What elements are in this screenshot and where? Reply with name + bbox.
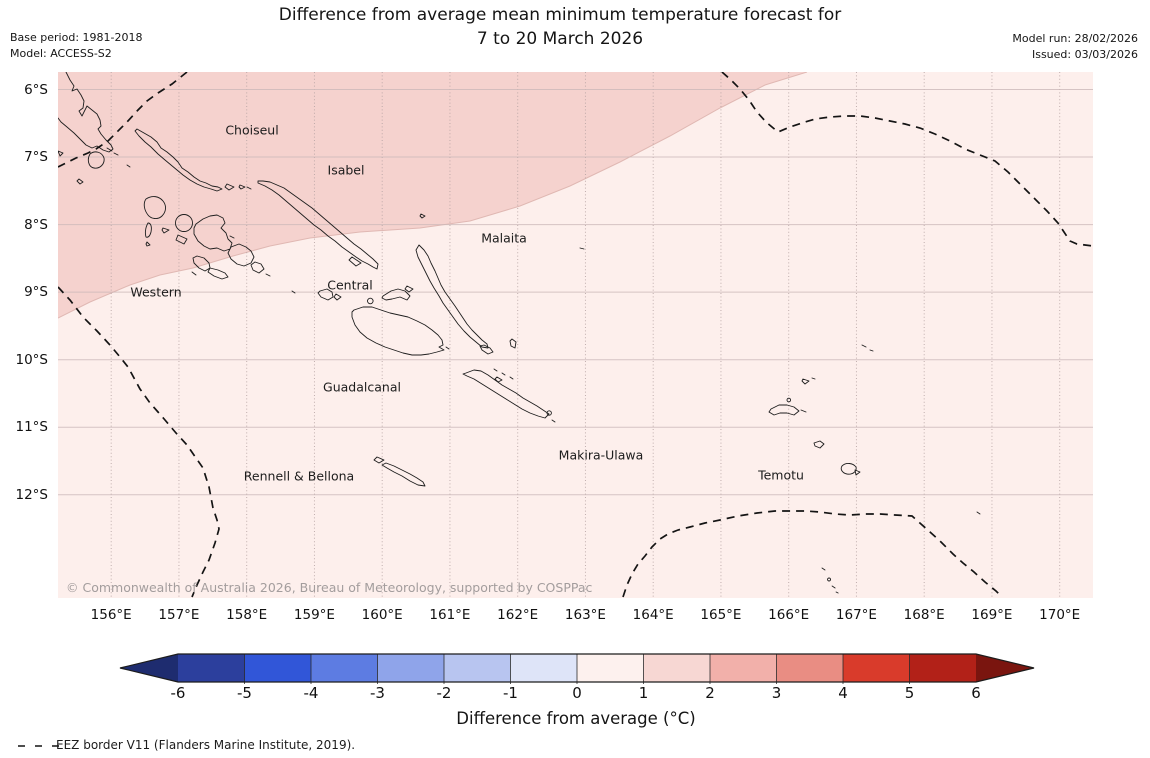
anomaly-band-light: [58, 72, 1093, 598]
y-axis-label: 10°S: [15, 351, 49, 368]
colorbar-segment: [643, 654, 711, 682]
x-axis-label: 162°E: [497, 607, 539, 623]
page-title: Difference from average mean minimum tem…: [160, 3, 960, 51]
y-axis-label: 9°S: [24, 284, 48, 301]
colorbar-segment: [776, 654, 844, 682]
colorbar-tick-label: 1: [638, 684, 649, 702]
coastline-guadalcanal: [351, 306, 450, 356]
x-axis-label: 165°E: [700, 607, 742, 623]
eez-note-text: EEZ border V11 (Flanders Marine Institut…: [56, 738, 356, 752]
colorbar-tick-label: -3: [370, 684, 385, 702]
colorbar-arrow-left: [120, 654, 178, 682]
coastline-makira: [462, 368, 556, 423]
model-info: Base period: 1981-2018 Model: ACCESS-S2: [10, 30, 142, 61]
anomaly-band-dark: [58, 72, 807, 318]
province-label: Isabel: [327, 162, 365, 178]
eez-border-line: [58, 72, 1093, 598]
title-line1: Difference from average mean minimum tem…: [278, 5, 842, 25]
eez-border-southwest: [58, 286, 220, 598]
x-axis-label: 160°E: [361, 607, 403, 623]
coastline-bougainville: [58, 72, 114, 153]
colorbar-tick-label: -1: [503, 684, 518, 702]
x-axis-label: 169°E: [971, 607, 1013, 623]
colorbar-tick-label: -5: [237, 684, 252, 702]
colorbar-segment: [377, 654, 445, 682]
model-run-label: Model run: 28/02/2026: [1012, 32, 1138, 45]
colorbar-arrow-right: [976, 654, 1034, 682]
colorbar-tick-label: 0: [572, 684, 582, 702]
colorbar-segment: [843, 654, 910, 682]
province-label: Western: [130, 284, 182, 300]
y-axis-label: 8°S: [24, 216, 48, 233]
issued-label: Issued: 03/03/2026: [1031, 47, 1138, 61]
colorbar-tick-label: -4: [303, 684, 319, 702]
coastline-florida-islands: [367, 285, 414, 305]
eez-border-west: [58, 72, 188, 168]
colorbar-segment: [510, 654, 578, 682]
x-axis-label: 156°E: [90, 607, 132, 623]
colorbar-tick-label: 5: [904, 684, 915, 702]
province-label: Central: [327, 277, 373, 293]
y-axis-label: 11°S: [15, 419, 49, 436]
coastline-isabel: [257, 180, 379, 270]
province-label: Rennell & Bellona: [243, 468, 355, 484]
colorbar-tick-label: 3: [771, 684, 782, 702]
colorbar-segment: [577, 654, 644, 682]
y-axis-label: 6°S: [24, 81, 48, 98]
colorbar-segment: [178, 654, 245, 682]
colorbar-outline: [119, 653, 1035, 683]
colorbar-segment: [244, 654, 312, 682]
model-label: Model: ACCESS-S2: [10, 46, 112, 60]
base-period-label: Base period: 1981-2018: [10, 31, 143, 44]
coastline-rennell-bellona: [373, 456, 426, 487]
title-line2: 7 to 20 March 2026: [476, 29, 644, 49]
colorbar-tick-label: 2: [705, 684, 715, 702]
province-label: Makira-Ulawa: [558, 447, 644, 463]
y-axis-label: 7°S: [24, 149, 48, 166]
x-axis-label: 158°E: [226, 607, 268, 623]
province-label: Malaita: [481, 230, 527, 246]
coastline-western-group: [143, 196, 296, 294]
run-info: Model run: 28/02/2026 Issued: 03/03/2026: [1012, 31, 1138, 62]
coastline-shortland-islands: [58, 147, 131, 185]
x-axis-label: 163°E: [564, 607, 606, 623]
colorbar-segment: [909, 654, 977, 682]
x-axis-label: 168°E: [903, 607, 945, 623]
eez-border-southeast: [622, 510, 1003, 598]
colorbar-tick-label: -2: [436, 684, 452, 702]
x-axis-label: 164°E: [632, 607, 674, 623]
colorbar: [119, 653, 1035, 684]
colorbar-segment: [444, 654, 511, 682]
colorbar-tick-label: 6: [971, 684, 981, 702]
x-axis-label: 161°E: [429, 607, 471, 623]
coastlines: [58, 72, 981, 594]
province-label: Choiseul: [225, 122, 279, 138]
copyright-text: © Commonwealth of Australia 2026, Bureau…: [66, 580, 593, 595]
colorbar-tick-label: 4: [838, 684, 848, 702]
x-axis-label: 159°E: [293, 607, 335, 623]
colorbar-segment: [710, 654, 777, 682]
coastline-choiseul: [134, 128, 252, 192]
province-label: Temotu: [758, 467, 804, 483]
y-axis-label: 12°S: [15, 486, 49, 503]
province-label: Guadalcanal: [323, 379, 401, 395]
x-axis-label: 170°E: [1039, 607, 1081, 623]
x-axis-label: 166°E: [768, 607, 810, 623]
colorbar-label: Difference from average (°C): [456, 709, 696, 728]
anomaly-contour: [58, 72, 808, 319]
x-axis-label: 167°E: [835, 607, 877, 623]
colorbar-segment: [311, 654, 378, 682]
x-axis-label: 157°E: [158, 607, 200, 623]
graticule: [58, 72, 1093, 598]
colorbar-tick-label: -6: [170, 684, 186, 702]
eez-border-northeast: [721, 72, 1093, 247]
